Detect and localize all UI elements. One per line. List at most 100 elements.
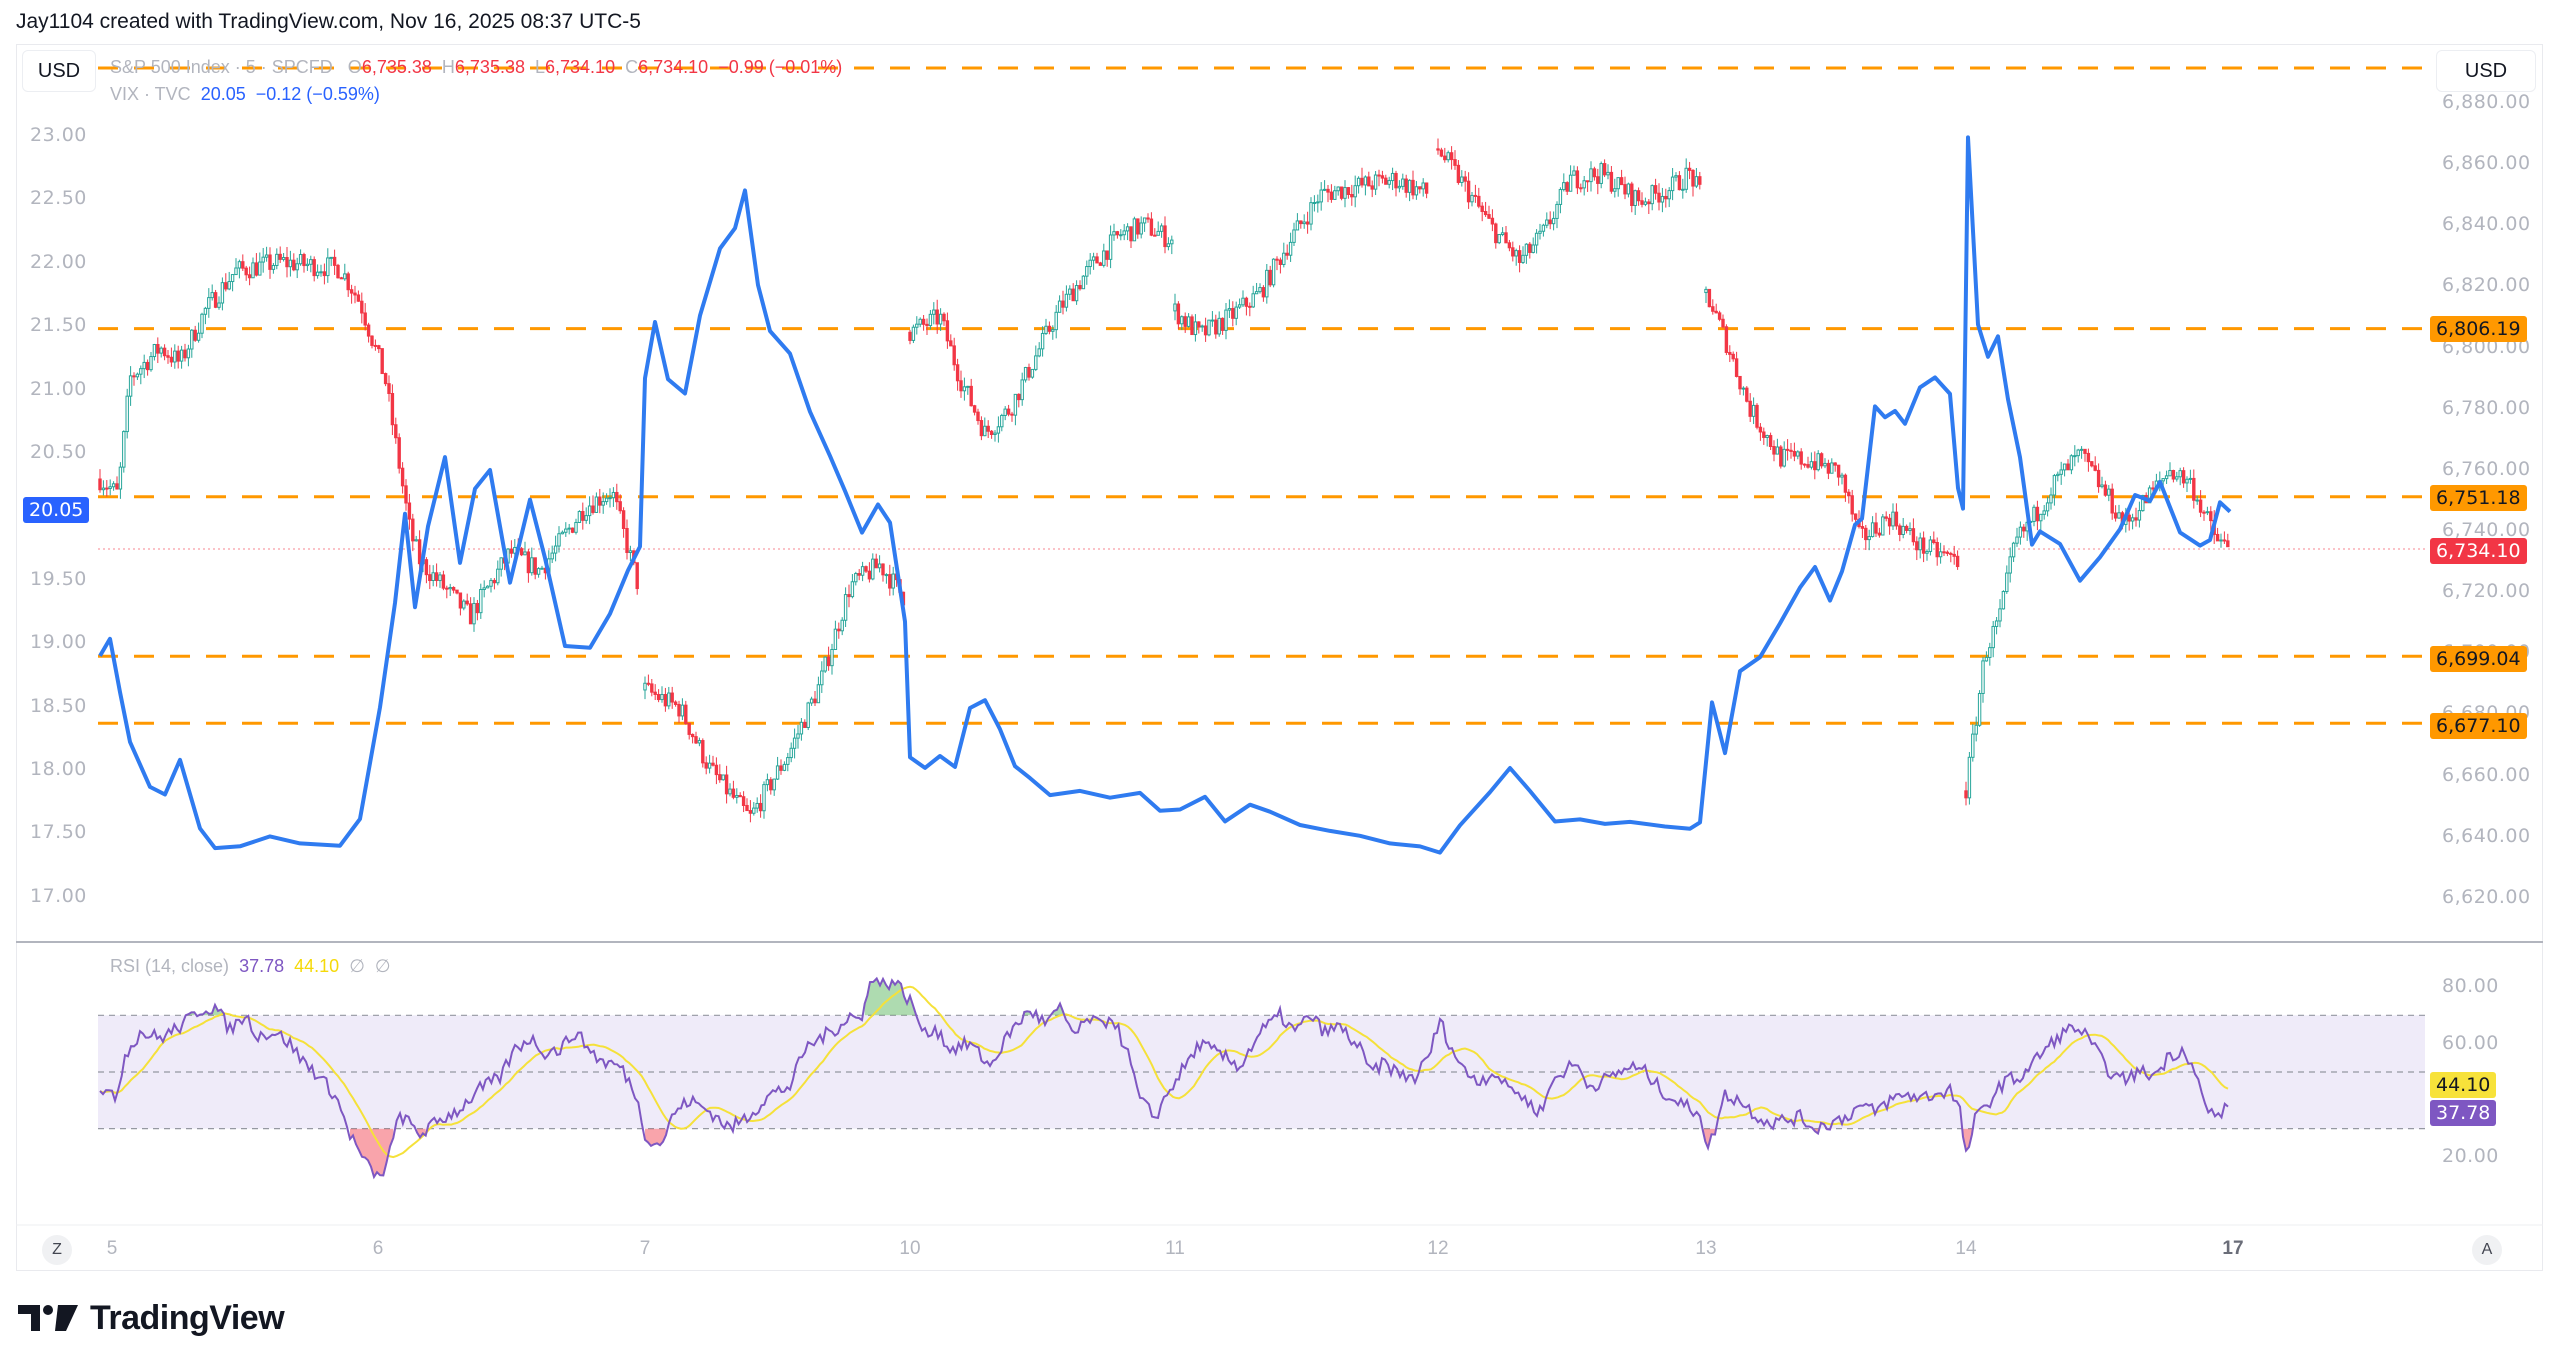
candle-body (2062, 463, 2067, 471)
candle-body (1619, 177, 1624, 186)
candle-body (809, 698, 814, 704)
left-currency-button[interactable]: USD (22, 50, 96, 92)
candle-body (1521, 254, 1525, 263)
candle-body (210, 292, 214, 299)
candle-body (959, 380, 963, 392)
candle-body (451, 586, 456, 591)
candle-body (1711, 306, 1715, 312)
candle-body (1938, 551, 1943, 558)
candle-body (2079, 448, 2084, 451)
time-label-7: 7 (639, 1238, 651, 1259)
candle-body (1819, 453, 1824, 467)
main-symbol: S&P 500 Index · 5 · SPCFD (110, 57, 333, 77)
candle-body (1636, 190, 1641, 202)
candle-body (1918, 537, 1922, 551)
time-label-13: 13 (1695, 1238, 1717, 1259)
right-currency-button[interactable]: USD (2436, 50, 2536, 92)
candle-body (1799, 451, 1803, 465)
candle-body (1877, 532, 1882, 536)
zoom-z-button[interactable]: Z (42, 1235, 72, 1265)
candle-body (796, 733, 800, 739)
candle-body (217, 302, 221, 308)
candle-body (601, 501, 605, 506)
candle-body (101, 487, 106, 491)
vix-legend[interactable]: VIX · TVC 20.05 −0.12 (−0.59%) (110, 84, 380, 105)
candle-body (1244, 297, 1249, 307)
candle-body (806, 702, 810, 728)
candle-body (1173, 303, 1177, 312)
candle-body (1343, 187, 1347, 199)
candle-body (465, 600, 469, 605)
candle-body (591, 505, 595, 513)
candle-body (786, 757, 790, 765)
candle-body (826, 656, 831, 667)
rsi-legend[interactable]: RSI (14, close) 37.78 44.10 ∅ ∅ (110, 956, 391, 977)
candle-body (1670, 176, 1675, 192)
tradingview-logo[interactable]: TradingView (18, 1299, 285, 1337)
candle-body (1439, 149, 1444, 157)
candle-body (884, 574, 889, 577)
right-axis-tick: 6,880.00 (2442, 91, 2531, 113)
candle-body (1870, 522, 1875, 538)
candle-body (1186, 316, 1191, 327)
candle-body (840, 619, 844, 632)
candle-body (745, 804, 749, 812)
candle-body (1057, 300, 1062, 313)
candle-body (2130, 517, 2135, 522)
candle-body (1667, 190, 1671, 200)
candle-body (755, 802, 759, 809)
candle-body (363, 312, 367, 326)
rsi-axis-tick: 20.00 (2442, 1144, 2499, 1167)
candle-body (1295, 220, 1300, 231)
candle-body (339, 277, 344, 280)
candle-body (656, 693, 661, 701)
candle-body (843, 594, 848, 621)
candle-body (2096, 469, 2101, 488)
candle-body (1119, 234, 1123, 237)
low-value: 6,734.10 (545, 57, 616, 77)
candle-body (285, 257, 289, 268)
candle-body (1309, 202, 1313, 225)
candle-body (462, 600, 466, 609)
candle-body (966, 385, 970, 388)
candle-body (472, 602, 476, 625)
candle-body (1524, 243, 1529, 256)
candle-body (288, 259, 293, 268)
candle-body (139, 368, 143, 375)
candle-body (360, 300, 364, 314)
candle-body (1998, 608, 2002, 622)
candle-body (707, 762, 712, 769)
candle-body (728, 788, 732, 795)
candle-body (128, 375, 133, 397)
candle-body (105, 487, 109, 490)
candle-body (714, 764, 719, 776)
candle-body (2100, 484, 2104, 488)
candle-body (1738, 375, 1742, 390)
candle-body (789, 747, 793, 759)
close-value: 6,734.10 (638, 57, 709, 77)
auto-scale-a-button[interactable]: A (2472, 1235, 2502, 1265)
candle-body (509, 548, 514, 554)
candle-body (748, 810, 753, 814)
candle-body (1149, 218, 1154, 236)
candle-body (1830, 462, 1834, 474)
candle-body (1850, 495, 1854, 515)
candle-body (1424, 182, 1429, 194)
candle-body (1268, 269, 1272, 286)
candle-body (2134, 517, 2138, 521)
candle-body (1064, 293, 1069, 308)
pane-divider[interactable] (16, 941, 2543, 943)
candle-body (1394, 172, 1398, 189)
candle-body (1473, 194, 1478, 197)
candle-body (1299, 220, 1303, 225)
candle-body (1380, 175, 1385, 179)
candle-body (200, 313, 204, 334)
main-series-legend[interactable]: S&P 500 Index · 5 · SPCFD O6,735.38 H6,7… (110, 57, 842, 78)
candle-body (485, 585, 490, 589)
candle-body (1785, 448, 1790, 451)
candle-body (431, 572, 435, 582)
candle-body (584, 515, 588, 521)
candle-body (1541, 224, 1546, 232)
candle-body (1988, 647, 1992, 658)
